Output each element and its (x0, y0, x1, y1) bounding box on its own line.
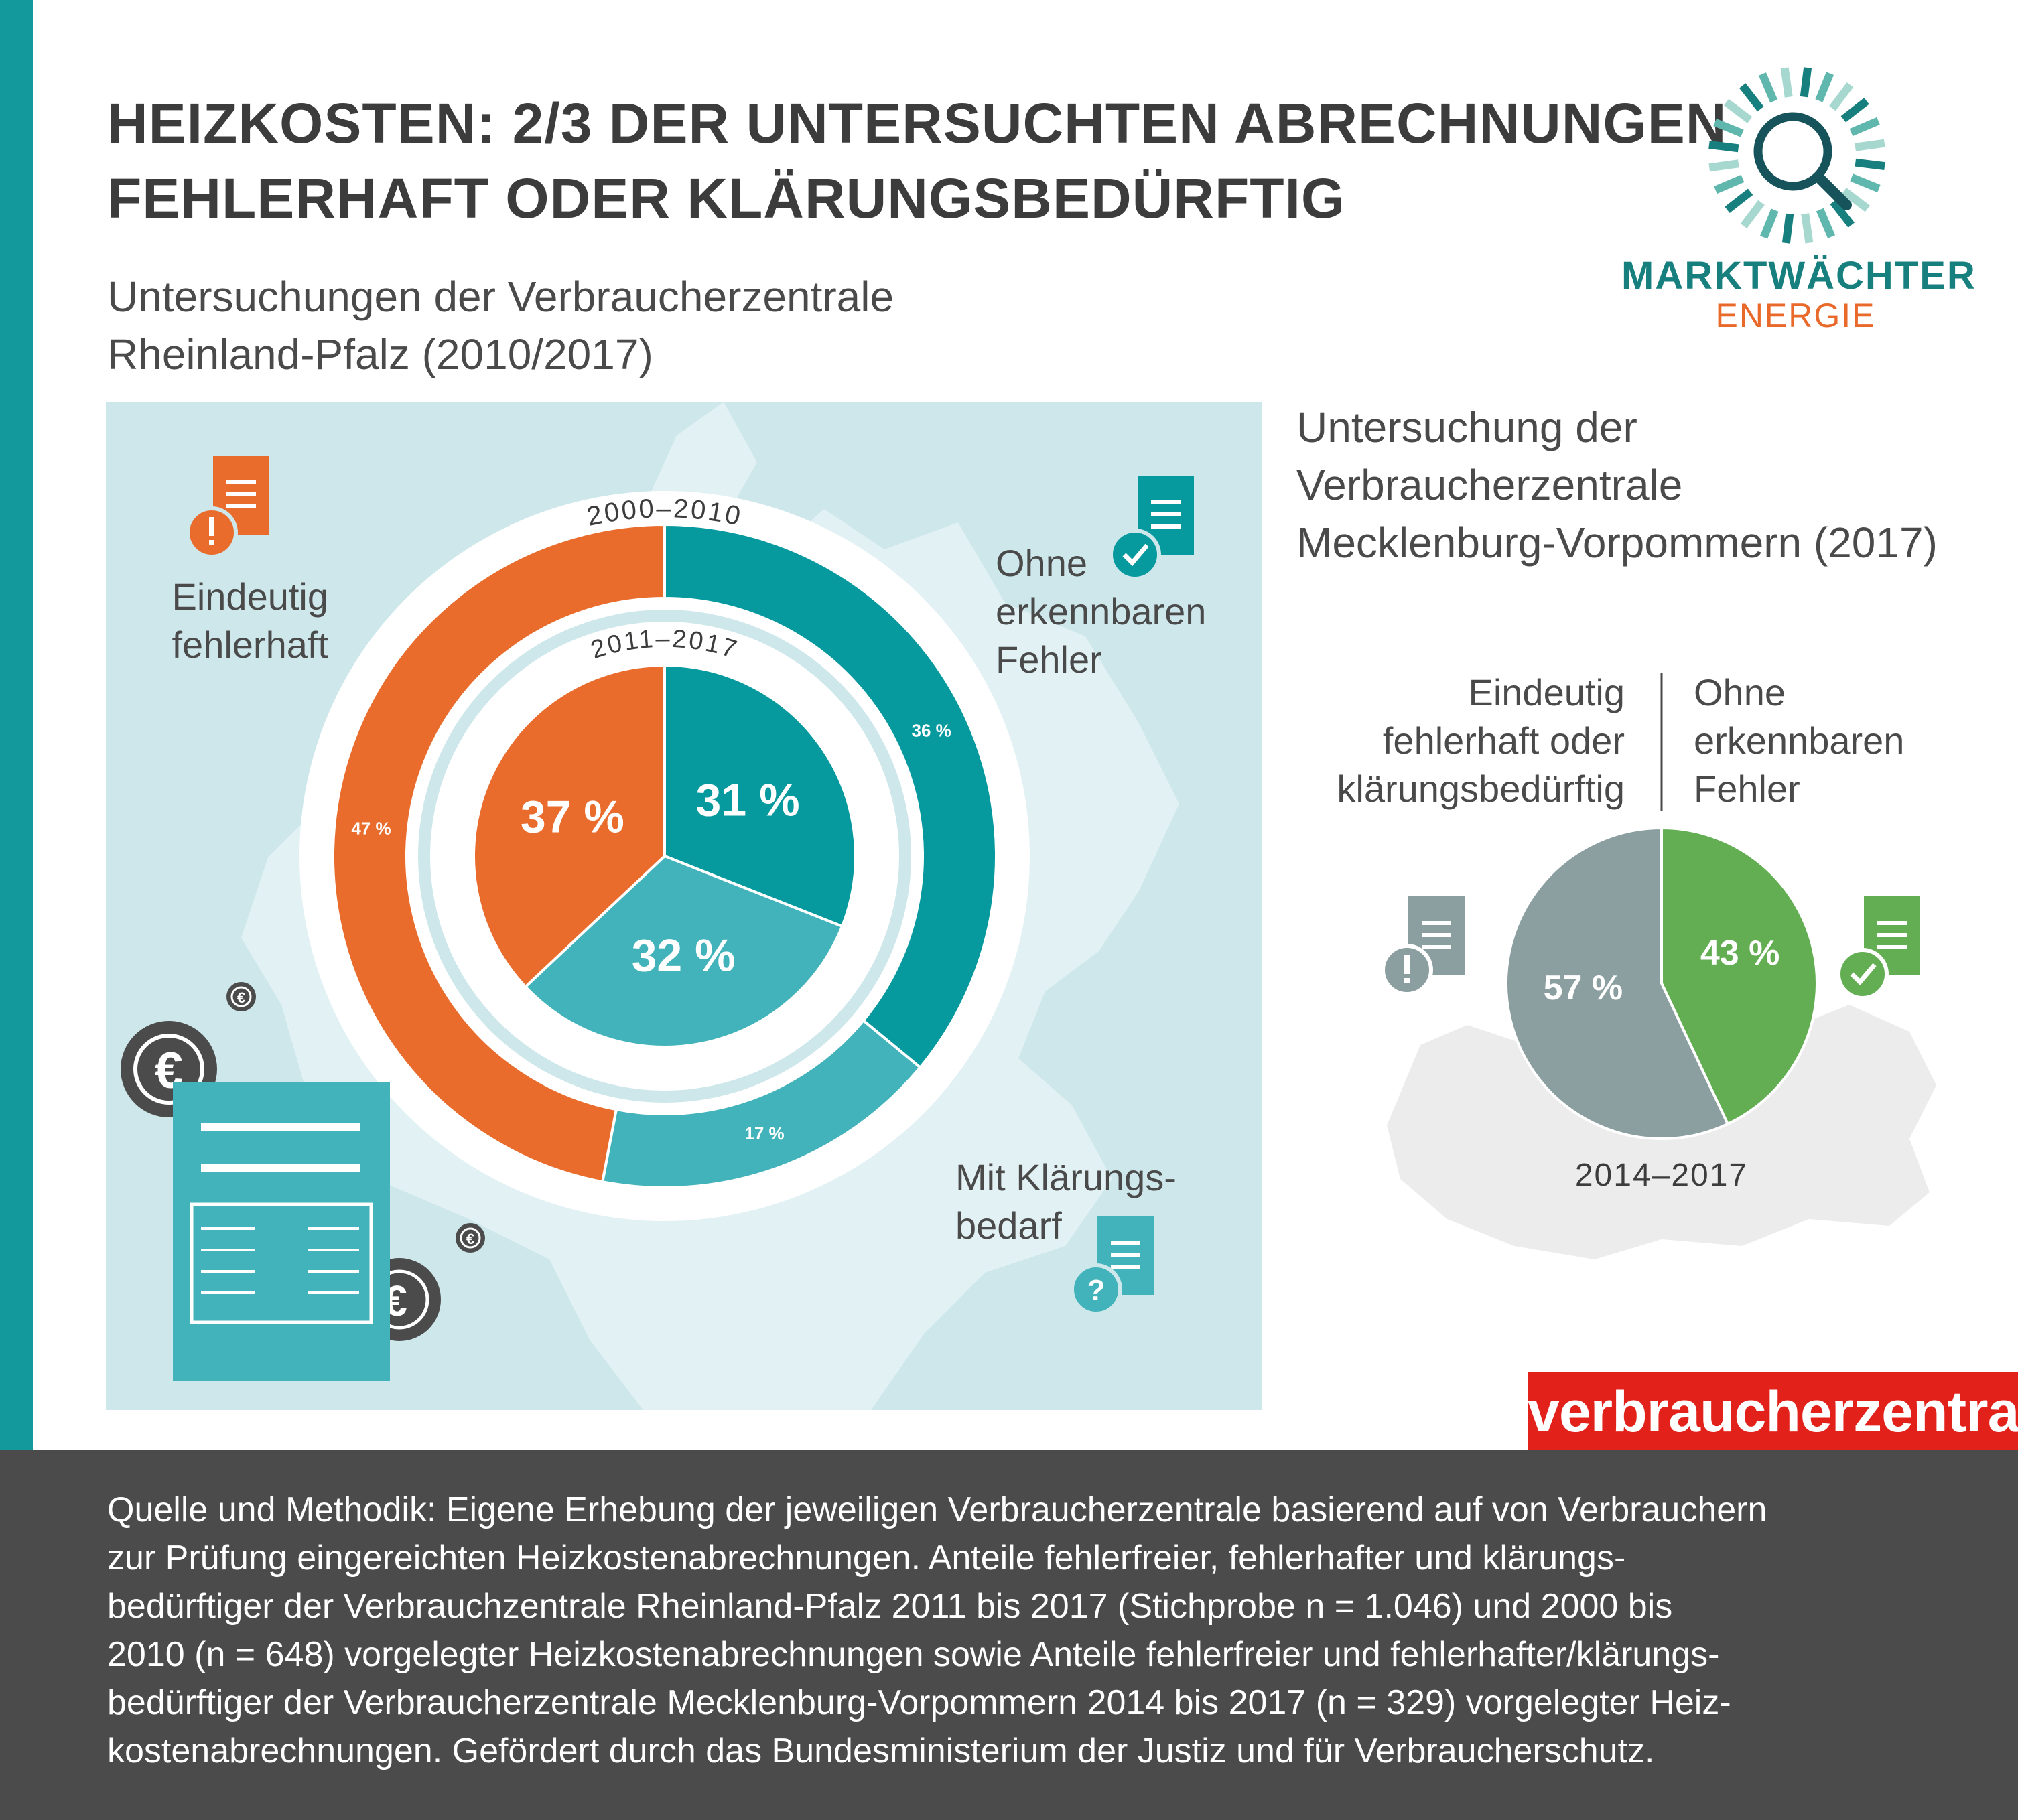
logo-ray (1723, 98, 1753, 123)
inner-slice-0 (472, 663, 666, 989)
label-mv-right-line-1: Ohne (1694, 671, 1786, 713)
label-mv-left-line-2: fehlerhaft oder (1382, 719, 1625, 762)
chart-canvas: 36 %17 %47 %31 %32 %37 % 2000–2010 2011–… (106, 402, 1936, 1410)
page-title: HEIZKOSTEN: 2/3 DER UNTERSUCHTEN ABRECHN… (107, 86, 1727, 236)
svg-text:€: € (466, 1231, 474, 1247)
logo-ray (1781, 213, 1794, 244)
logo-ray (1725, 188, 1753, 213)
mv-value-label-1: 43 % (1700, 934, 1780, 973)
logo-ray (1758, 72, 1778, 103)
label-mv-right-line-2: erkennbaren (1694, 719, 1905, 762)
logo-name-line-1: MARKTWÄCHTER (1621, 254, 1976, 297)
inner-slice-2 (523, 854, 844, 1048)
document-check-icon (1109, 476, 1194, 581)
logo-ray (1840, 98, 1869, 123)
label-eindeutig-line-1: Eindeutig (172, 575, 328, 618)
logo-ray (1815, 72, 1834, 102)
document-check-icon-green (1836, 896, 1920, 1000)
subtitle-mv-line-1: Untersuchung der (1296, 403, 1637, 451)
inner-slice-1 (663, 663, 857, 928)
logo-name-line-2: ENERGIE (1715, 297, 1876, 334)
label-ohne-line-1: Ohne (996, 542, 1087, 584)
footer-line-6: kostenabrechnungen. Gefördert durch das … (107, 1732, 1655, 1770)
label-mv-fehlerhaft: Eindeutig fehlerhaft oder klärungsbedürf… (1273, 669, 1625, 813)
euro-coin-icon: € (226, 982, 256, 1011)
accent-bar (0, 0, 33, 1450)
logo-ray (1801, 213, 1814, 244)
logo-ray (1855, 158, 1885, 171)
logo-ray (1739, 83, 1764, 112)
logo-ray (1850, 173, 1881, 193)
footer-line-3: bedürftiger der Verbrauchzentrale Rheinl… (107, 1587, 1673, 1626)
inner-pie-2011-2017 (472, 663, 857, 1048)
outer-value-label-1: 36 % (911, 721, 951, 741)
outer-slice-1 (663, 522, 998, 1070)
footer-source-text: Quelle und Methodik: Eigene Erhebung der… (107, 1486, 1956, 1775)
logo-ray (1829, 82, 1854, 111)
magnifier-sunburst-icon (1708, 67, 1885, 244)
logo-ray (1713, 118, 1744, 137)
footer-line-4: 2010 (n = 648) vorgelegter Heizkostenabr… (107, 1635, 1720, 1674)
logo-ray (1759, 208, 1779, 239)
label-mv-ohne-fehler: Ohne erkennbaren Fehler (1694, 669, 1904, 813)
label-mv-left-line-1: Eindeutig (1468, 671, 1625, 713)
logo-ray (1849, 117, 1880, 137)
logo-ray (1800, 67, 1812, 98)
label-klaerungsbedarf: Mit Klärungs- bedarf (955, 1153, 1176, 1250)
document-exclamation-icon (186, 456, 269, 559)
logo-ray (1841, 188, 1871, 212)
donut-labels: 36 % 17 % 47 % 31 % 32 % 37 % (351, 721, 951, 1143)
subtitle-rlp-line-2: Rheinland-Pfalz (2010/2017) (107, 330, 653, 378)
mv-slice-0 (1505, 826, 1730, 1140)
outer-value-label-0: 47 % (351, 819, 391, 839)
footer-line-1: Quelle und Methodik: Eigene Erhebung der… (107, 1490, 1767, 1529)
inner-value-label-2: 32 % (632, 930, 736, 981)
footer-line-5: bedürftiger der Verbraucherzentrale Meck… (107, 1683, 1731, 1722)
logo-ray (1855, 139, 1885, 151)
mv-pie-2014-2017: 43 % 57 % (1505, 826, 1818, 1140)
label-mv-left-line-3: klärungsbedürftig (1337, 768, 1625, 810)
footer-panel (0, 1450, 2018, 1820)
subtitle-rlp: Untersuchungen der Verbraucherzentrale R… (107, 268, 894, 383)
label-ohne-fehler: Ohne erkennbaren Fehler (996, 539, 1206, 684)
invoice-icon (173, 1082, 390, 1381)
logo-ray (1740, 200, 1765, 229)
label-klaerung-line-1: Mit Klärungs- (955, 1156, 1176, 1198)
inner-value-label-1: 31 % (696, 775, 800, 826)
mv-period-label: 2014–2017 (1575, 1158, 1748, 1193)
logo-ray (1816, 208, 1836, 238)
title-line-1: HEIZKOSTEN: 2/3 DER UNTERSUCHTEN ABRECHN… (107, 92, 1727, 155)
label-ohne-line-3: Fehler (996, 638, 1102, 681)
outer-value-label-2: 17 % (744, 1123, 784, 1143)
logo-ray (1714, 174, 1745, 194)
footer-line-2: zur Prüfung eingereichten Heizkostenabre… (107, 1539, 1626, 1578)
subtitle-mv-line-3: Mecklenburg-Vorpommern (2017) (1296, 518, 1938, 567)
outer-slice-0 (332, 522, 666, 1184)
svg-text:€: € (237, 989, 245, 1006)
label-klaerung-line-2: bedarf (955, 1204, 1062, 1247)
title-line-2: FEHLERHAFT ODER KLÄRUNGSBEDÜRFTIG (107, 167, 1346, 230)
subtitle-rlp-line-1: Untersuchungen der Verbraucherzentrale (107, 273, 894, 321)
verbraucherzentrale-logo: verbraucherzentrale (1528, 1372, 2018, 1452)
inner-value-label-0: 37 % (521, 791, 624, 842)
mv-slice-1 (1660, 826, 1818, 1126)
label-eindeutig-line-2: fehlerhaft (172, 624, 329, 666)
logo-ray (1780, 67, 1793, 98)
document-exclamation-icon-grey (1381, 896, 1465, 996)
logo-ray (1708, 159, 1739, 172)
euro-coin-icon-small: € (456, 1223, 485, 1253)
label-eindeutig-fehlerhaft: Eindeutig fehlerhaft (147, 573, 328, 669)
marktwaechter-logo: MARKTWÄCHTER ENERGIE (1621, 60, 1976, 342)
subtitle-mv-line-2: Verbraucherzentrale (1296, 461, 1683, 509)
document-question-icon: ? (1070, 1216, 1154, 1316)
label-mv-right-line-3: Fehler (1694, 768, 1800, 810)
label-ohne-line-2: erkennbaren (996, 590, 1207, 632)
logo-ray (1708, 140, 1739, 153)
subtitle-mv: Untersuchung der Verbraucherzentrale Mec… (1296, 399, 1938, 571)
svg-text:?: ? (1087, 1274, 1105, 1307)
mv-value-label-0: 57 % (1544, 969, 1623, 1007)
logo-ray (1830, 199, 1855, 228)
outer-ring-2000-2010 (332, 522, 998, 1189)
